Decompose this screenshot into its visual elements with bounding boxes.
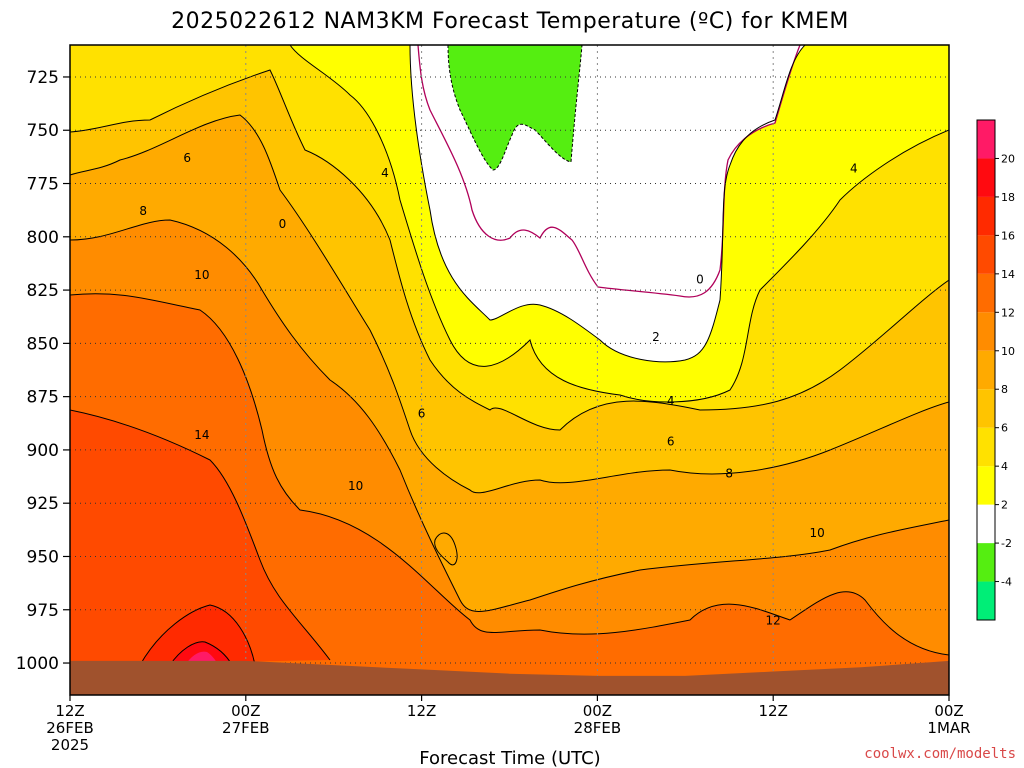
surface-ground <box>70 660 949 695</box>
colorbar: -4 -2 2 4 6 8 10 12 14 16 18 20 <box>976 119 1015 621</box>
contour-label: 6 <box>183 151 191 165</box>
contour-label: 10 <box>194 268 209 282</box>
colorbar-tick-label: 12 <box>1001 306 1015 319</box>
colorbar-tick-label: 4 <box>1001 460 1008 473</box>
contour-4-left <box>289 45 949 403</box>
colorbar-swatch <box>977 427 995 467</box>
contour-12 <box>70 293 949 656</box>
plot-area: 0 0 2 4 4 4 6 6 6 8 8 10 10 10 12 14 <box>70 45 949 695</box>
contour-0 <box>417 45 801 298</box>
colorbar-swatch <box>977 504 995 544</box>
colorbar-tick-label: 2 <box>1001 499 1008 512</box>
contour-label: 0 <box>279 217 287 231</box>
plot-frame <box>69 44 950 696</box>
x-tick-label: 2025 <box>51 736 89 754</box>
colorbar-swatch <box>977 350 995 390</box>
x-tick-label: 12Z <box>759 702 788 720</box>
contour-18 <box>169 641 233 666</box>
y-tick-label: 950 <box>27 547 59 567</box>
y-tick-label: 750 <box>27 121 59 141</box>
colorbar-tick-label: 10 <box>1001 345 1015 358</box>
contour-label: 6 <box>418 407 426 421</box>
contour-2 <box>409 45 806 363</box>
contour-6 <box>70 69 949 431</box>
contour-label: 4 <box>381 166 389 180</box>
contour-label: 6 <box>667 434 675 448</box>
contour-label: 10 <box>810 526 825 540</box>
contour-label: 4 <box>667 394 675 408</box>
colorbar-swatch <box>977 389 995 428</box>
credit-text: coolwx.com/modelts <box>864 746 1016 762</box>
fill-band-neg4-neg2 <box>448 45 582 170</box>
x-tick-label: 00Z <box>231 702 260 720</box>
colorbar-tick-label: 16 <box>1001 229 1015 242</box>
contour-label: 8 <box>139 204 147 218</box>
colorbar-tick-label: 6 <box>1001 422 1008 435</box>
colorbar-tick-label: -4 <box>1001 576 1012 589</box>
x-tick-label: 12Z <box>55 702 84 720</box>
y-tick-label: 1000 <box>16 654 59 674</box>
colorbar-tick-label: 8 <box>1001 383 1008 396</box>
colorbar-tick-label: -2 <box>1001 537 1012 550</box>
contour-16 <box>139 604 256 666</box>
x-tick-label: 00Z <box>583 702 612 720</box>
colorbar-tick-label: 20 <box>1001 152 1015 165</box>
y-tick-label: 850 <box>27 334 59 354</box>
colorbar-swatch <box>977 235 995 274</box>
fill-band-16-18 <box>140 605 255 665</box>
x-tick-label: 28FEB <box>574 719 621 737</box>
y-tick-label: 975 <box>27 601 59 621</box>
contour-label: 14 <box>194 428 209 442</box>
x-tick-label: 12Z <box>407 702 436 720</box>
y-tick-label: 800 <box>27 228 59 248</box>
y-tick-label: 775 <box>27 175 59 195</box>
y-axis: 725 750 775 800 825 850 875 900 925 950 975 1000 <box>16 68 70 674</box>
colorbar-swatch <box>977 466 995 505</box>
x-tick-label: 26FEB <box>46 719 93 737</box>
chart-title: 2025022612 NAM3KM Forecast Temperature (… <box>171 9 849 34</box>
contour-8 <box>70 114 949 494</box>
colorbar-frame <box>976 119 996 621</box>
y-tick-label: 825 <box>27 281 59 301</box>
y-tick-label: 875 <box>27 388 59 408</box>
colorbar-swatch <box>977 543 995 582</box>
contour-10 <box>70 219 949 613</box>
y-tick-label: 925 <box>27 494 59 514</box>
contour-neg2 <box>447 45 583 171</box>
x-axis-label: Forecast Time (UTC) <box>419 748 600 768</box>
x-tick-label: 1MAR <box>927 719 970 737</box>
contour-label: 4 <box>850 162 858 176</box>
colorbar-swatch <box>977 273 995 313</box>
contour-labels: 0 0 2 4 4 4 6 6 6 8 8 10 10 10 12 14 <box>139 151 858 627</box>
colorbar-swatch <box>977 158 995 197</box>
x-tick-label: 27FEB <box>222 719 269 737</box>
grid <box>70 45 949 695</box>
y-tick-label: 900 <box>27 441 59 461</box>
x-tick-label: 00Z <box>934 702 963 720</box>
colorbar-swatch <box>977 312 995 351</box>
contour-label: 2 <box>652 330 660 344</box>
colorbar-tick-label: 14 <box>1001 268 1015 281</box>
contour-label: 12 <box>766 613 781 627</box>
fill-band-14-16 <box>70 410 330 665</box>
colorbar-swatch <box>977 196 995 236</box>
colorbar-tick-label: 18 <box>1001 191 1015 204</box>
contour-small-loop <box>434 532 458 566</box>
y-tick-label: 725 <box>27 68 59 88</box>
contour-label: 10 <box>348 479 363 493</box>
contour-14 <box>70 409 331 661</box>
contour-label: 8 <box>725 466 733 480</box>
contour-label: 0 <box>696 272 704 286</box>
colorbar-swatch <box>977 120 995 159</box>
colorbar-swatch <box>977 581 995 620</box>
